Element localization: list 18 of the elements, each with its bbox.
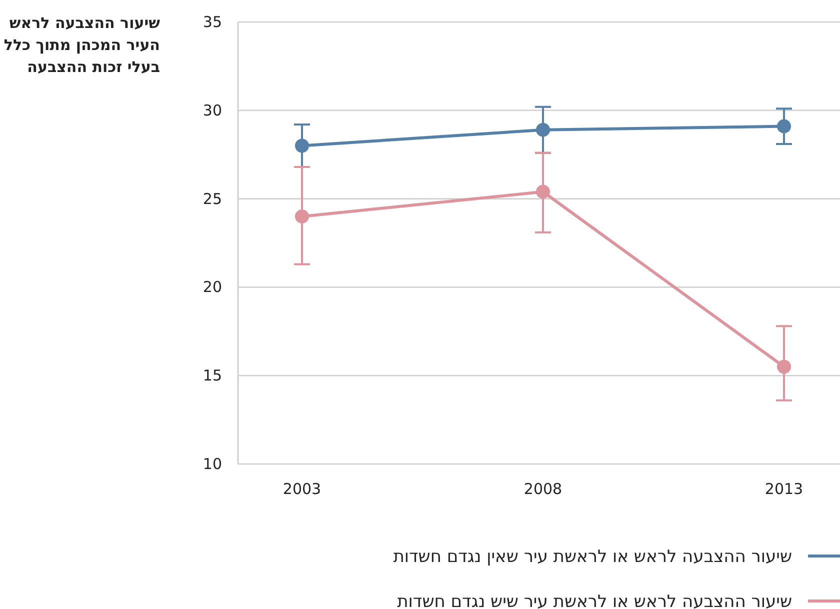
- point: [536, 184, 550, 199]
- point: [295, 138, 309, 153]
- y-tick-label: 20: [202, 278, 222, 296]
- point: [295, 209, 309, 224]
- legend-label: שיעור ההצבעה לראש או לראשת עיר שיש נגדם חשדות: [397, 592, 792, 609]
- x-tick-label: 2008: [524, 480, 562, 498]
- y-tick-label: 35: [202, 13, 222, 31]
- point: [536, 122, 550, 137]
- y-tick-label: 30: [202, 101, 222, 120]
- x-tick-label: 2013: [764, 480, 804, 498]
- legend-label: שיעור ההצבעה לראש או לראשת עיר שאין נגדם חשדות: [393, 547, 792, 567]
- point: [777, 119, 791, 134]
- point: [777, 360, 791, 374]
- y-tick-label: 15: [202, 366, 222, 385]
- y-axis-title: שיעור ההצבעה לראש העיר המכהן מתוך כלל בעלי זכות ההצבעה: [2, 13, 160, 78]
- y-tick-label: 25: [202, 190, 222, 208]
- x-tick-label: 2003: [282, 480, 322, 498]
- y-tick-label: 10: [202, 455, 222, 473]
